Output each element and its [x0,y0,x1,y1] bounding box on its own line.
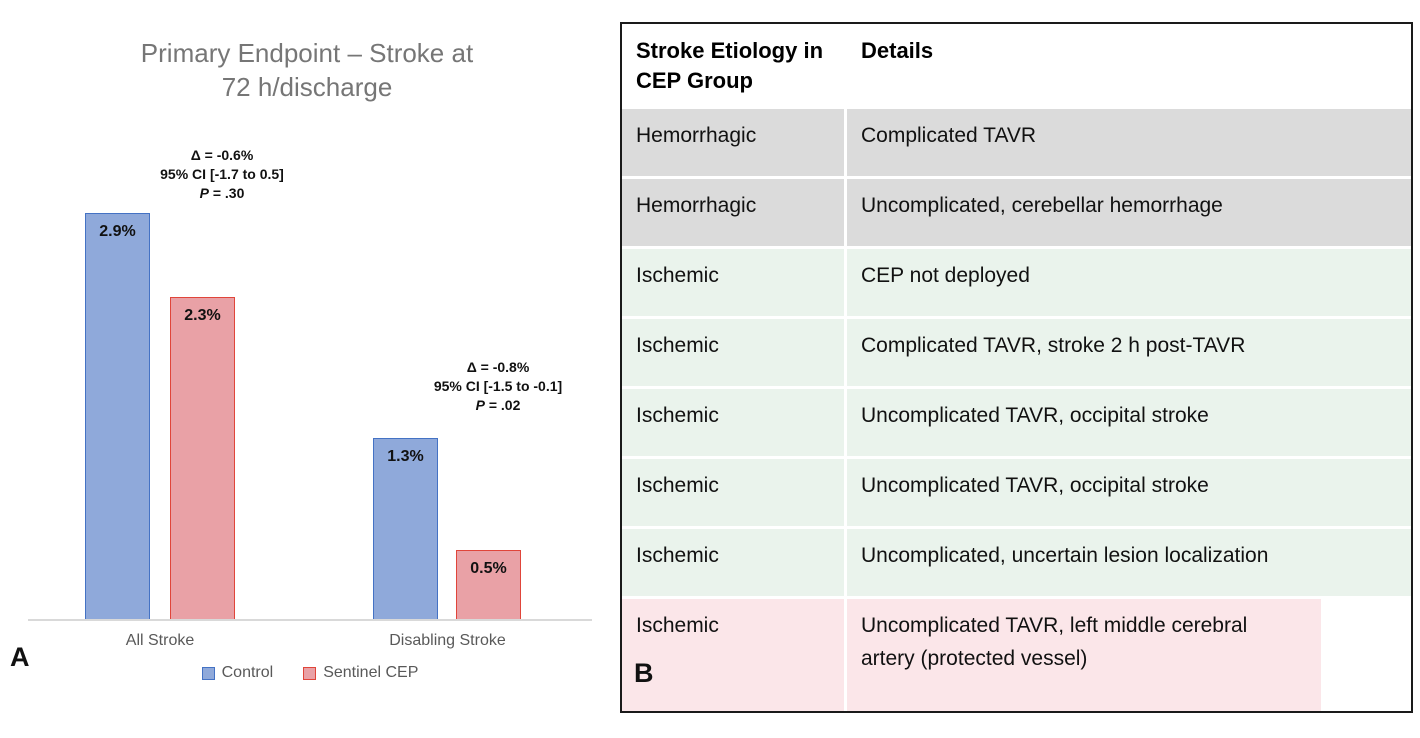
legend-item-control: Control [201,664,274,682]
p-symbol: P [475,397,485,413]
legend-swatch-sentinel-cep [303,666,317,680]
cell-etiology: Ischemic [622,459,844,526]
annotation-ci: 95% CI [-1.7 to 0.5] [160,166,284,182]
p-value: = .30 [208,185,245,201]
cell-details: CEP not deployed [847,249,1411,316]
cell-details: Uncomplicated TAVR, left middle cerebral… [847,599,1321,711]
chart-title-line1: Primary Endpoint – Stroke at [140,38,474,68]
legend-swatch-control [201,666,215,680]
annotation-pvalue: P = .30 [103,184,341,203]
legend-item-sentinel-cep: Sentinel CEP [303,664,418,682]
etiology-table: Stroke Etiology in CEP Group Details Hem… [622,24,1411,711]
cell-etiology: Ischemic [622,319,844,386]
bar-value-label: 1.3% [387,448,424,465]
x-axis-line [28,619,592,621]
chart-title-line2: 72 h/discharge [221,72,393,102]
panel-b-table: Stroke Etiology in CEP Group Details Hem… [620,22,1413,713]
bar-value-label: 0.5% [470,560,507,577]
cell-etiology: Ischemic [622,249,844,316]
bar-control-all-stroke: 2.9% [85,213,150,620]
annotation-delta: Δ = -0.8% [466,359,530,375]
p-symbol: P [199,185,209,201]
x-label-all-stroke: All Stroke [125,632,195,649]
cell-etiology: Ischemic [622,529,844,596]
annotation-delta: Δ = -0.6% [190,147,254,163]
panel-label-a: A [10,642,30,672]
cell-details: Complicated TAVR [847,109,1411,176]
p-value: = .02 [484,397,521,413]
bar-value-label: 2.9% [99,223,136,240]
bar-sentinel-all-stroke: 2.3% [170,297,235,620]
cell-details: Complicated TAVR, stroke 2 h post-TAVR [847,319,1411,386]
legend-label-sentinel-cep: Sentinel CEP [323,664,419,681]
x-label-disabling-stroke: Disabling Stroke [389,632,506,649]
annotation-all-stroke: Δ = -0.6% 95% CI [-1.7 to 0.5] P = .30 [103,146,341,203]
cell-etiology: Hemorrhagic [622,109,844,176]
legend-label-control: Control [221,664,274,681]
cell-details: Uncomplicated TAVR, occipital stroke [847,389,1411,456]
chart-title: Primary Endpoint – Stroke at 72 h/discha… [72,36,542,104]
panel-label-b: B [634,658,654,688]
bar-value-label: 2.3% [184,307,221,324]
cell-details: Uncomplicated, cerebellar hemorrhage [847,179,1411,246]
panel-a-bar-chart: Primary Endpoint – Stroke at 72 h/discha… [0,0,610,738]
col-header-etiology: Stroke Etiology in CEP Group [622,24,844,106]
chart-legend: Control Sentinel CEP [20,664,600,682]
bar-sentinel-disabling-stroke: 0.5% [456,550,521,620]
cell-etiology: Ischemic [622,389,844,456]
cell-details: Uncomplicated, uncertain lesion localiza… [847,529,1411,596]
annotation-disabling-stroke: Δ = -0.8% 95% CI [-1.5 to -0.1] P = .02 [380,358,616,415]
col-header-details: Details [847,24,1411,106]
bar-control-disabling-stroke: 1.3% [373,438,438,620]
annotation-ci: 95% CI [-1.5 to -0.1] [433,378,563,394]
cell-etiology: Ischemic [622,599,844,711]
cell-etiology: Hemorrhagic [622,179,844,246]
cell-details: Uncomplicated TAVR, occipital stroke [847,459,1411,526]
annotation-pvalue: P = .02 [380,396,616,415]
